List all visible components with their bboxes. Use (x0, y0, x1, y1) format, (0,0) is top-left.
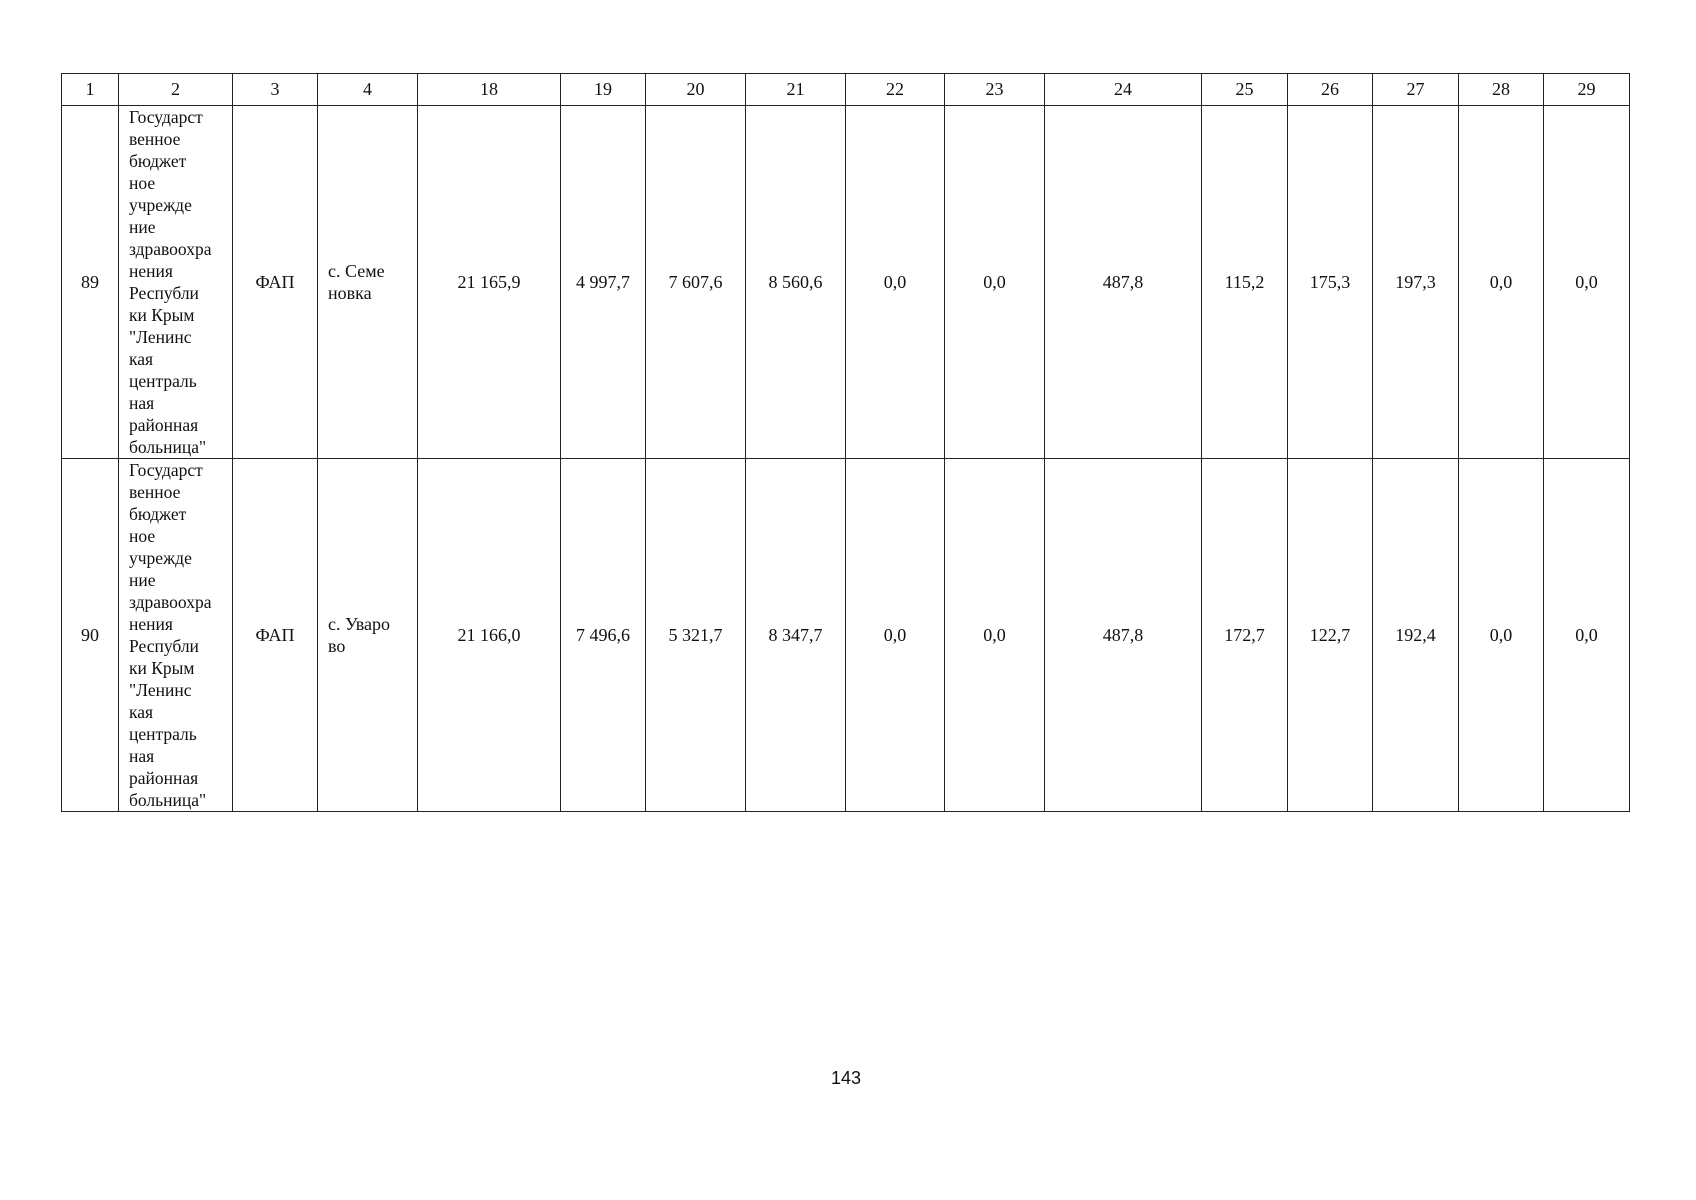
column-header: 25 (1201, 73, 1288, 106)
value-cell: 0,0 (1458, 458, 1544, 812)
value-cell: 21 166,0 (417, 458, 561, 812)
data-table: 1 2 3 4 18 19 20 21 22 23 24 25 26 27 28 29 89 Государст… (61, 73, 1630, 812)
value-cell: 8 347,7 (745, 458, 846, 812)
value-cell: 0,0 (845, 105, 945, 459)
table-row: 90 Государст венное бюджет ное учрежде ни… (61, 458, 1630, 812)
column-header: 24 (1044, 73, 1202, 106)
table-row: 89 Государст венное бюджет ное учрежде ни… (61, 105, 1630, 459)
value-cell: 115,2 (1201, 105, 1288, 459)
value-cell: 4 997,7 (560, 105, 646, 459)
column-header: 18 (417, 73, 561, 106)
value-cell: 172,7 (1201, 458, 1288, 812)
column-header: 23 (944, 73, 1045, 106)
column-header: 28 (1458, 73, 1544, 106)
value-cell: 7 496,6 (560, 458, 646, 812)
column-header: 27 (1372, 73, 1459, 106)
column-header: 2 (118, 73, 233, 106)
column-header: 4 (317, 73, 418, 106)
value-cell: 21 165,9 (417, 105, 561, 459)
value-cell: 175,3 (1287, 105, 1373, 459)
value-cell: 192,4 (1372, 458, 1459, 812)
value-cell: 197,3 (1372, 105, 1459, 459)
value-cell: 7 607,6 (645, 105, 746, 459)
organization-cell: Государст венное бюджет ное учрежде ние … (118, 458, 233, 812)
column-header: 26 (1287, 73, 1373, 106)
location-cell: с. Семе новка (317, 105, 418, 459)
facility-type-cell: ФАП (232, 458, 318, 812)
value-cell: 0,0 (845, 458, 945, 812)
value-cell: 0,0 (1458, 105, 1544, 459)
value-cell: 5 321,7 (645, 458, 746, 812)
column-header: 3 (232, 73, 318, 106)
facility-type-cell: ФАП (232, 105, 318, 459)
value-cell: 122,7 (1287, 458, 1373, 812)
location-cell: с. Уваро во (317, 458, 418, 812)
column-header: 21 (745, 73, 846, 106)
column-header: 19 (560, 73, 646, 106)
value-cell: 487,8 (1044, 105, 1202, 459)
row-number: 90 (61, 458, 119, 812)
value-cell: 0,0 (944, 458, 1045, 812)
value-cell: 0,0 (1543, 105, 1630, 459)
organization-cell: Государст венное бюджет ное учрежде ние … (118, 105, 233, 459)
header-row: 1 2 3 4 18 19 20 21 22 23 24 25 26 27 28 29 (61, 73, 1630, 106)
column-header: 22 (845, 73, 945, 106)
page-number: 143 (830, 1068, 862, 1088)
value-cell: 0,0 (944, 105, 1045, 459)
column-header: 29 (1543, 73, 1630, 106)
row-number: 89 (61, 105, 119, 459)
value-cell: 0,0 (1543, 458, 1630, 812)
column-header: 1 (61, 73, 119, 106)
value-cell: 8 560,6 (745, 105, 846, 459)
column-header: 20 (645, 73, 746, 106)
value-cell: 487,8 (1044, 458, 1202, 812)
